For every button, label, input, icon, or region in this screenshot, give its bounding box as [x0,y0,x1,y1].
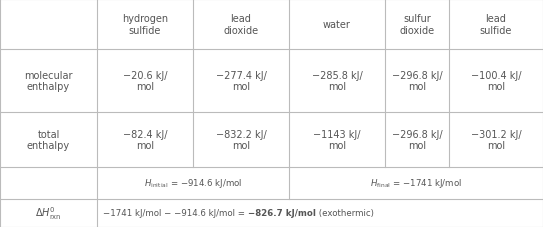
Text: −296.8 kJ/
mol: −296.8 kJ/ mol [392,129,443,151]
Text: −20.6 kJ/
mol: −20.6 kJ/ mol [123,70,167,92]
Text: hydrogen
sulfide: hydrogen sulfide [122,14,168,36]
Text: −296.8 kJ/
mol: −296.8 kJ/ mol [392,70,443,92]
Text: $\Delta \mathit{H}^0_\mathregular{rxn}$: $\Delta \mathit{H}^0_\mathregular{rxn}$ [35,205,62,221]
Text: $\mathit{H}_\mathregular{initial}$ = −914.6 kJ/mol: $\mathit{H}_\mathregular{initial}$ = −91… [144,177,242,190]
Text: −100.4 kJ/
mol: −100.4 kJ/ mol [471,70,521,92]
Text: −277.4 kJ/
mol: −277.4 kJ/ mol [216,70,267,92]
Text: lead
sulfide: lead sulfide [480,14,512,36]
Text: molecular
enthalpy: molecular enthalpy [24,70,73,92]
Text: −826.7 kJ/mol: −826.7 kJ/mol [248,209,315,217]
Text: −285.8 kJ/
mol: −285.8 kJ/ mol [312,70,362,92]
Text: −1143 kJ/
mol: −1143 kJ/ mol [313,129,361,151]
Text: lead
dioxide: lead dioxide [223,14,258,36]
Text: −832.2 kJ/
mol: −832.2 kJ/ mol [216,129,267,151]
Text: −82.4 kJ/
mol: −82.4 kJ/ mol [123,129,167,151]
Text: sulfur
dioxide: sulfur dioxide [400,14,434,36]
Text: (exothermic): (exothermic) [315,209,374,217]
Text: −301.2 kJ/
mol: −301.2 kJ/ mol [471,129,521,151]
Text: $\mathit{H}_\mathregular{final}$ = −1741 kJ/mol: $\mathit{H}_\mathregular{final}$ = −1741… [370,177,462,190]
Text: total
enthalpy: total enthalpy [27,129,70,151]
Text: −1741 kJ/mol − −914.6 kJ/mol =: −1741 kJ/mol − −914.6 kJ/mol = [103,209,248,217]
Text: water: water [323,20,351,30]
